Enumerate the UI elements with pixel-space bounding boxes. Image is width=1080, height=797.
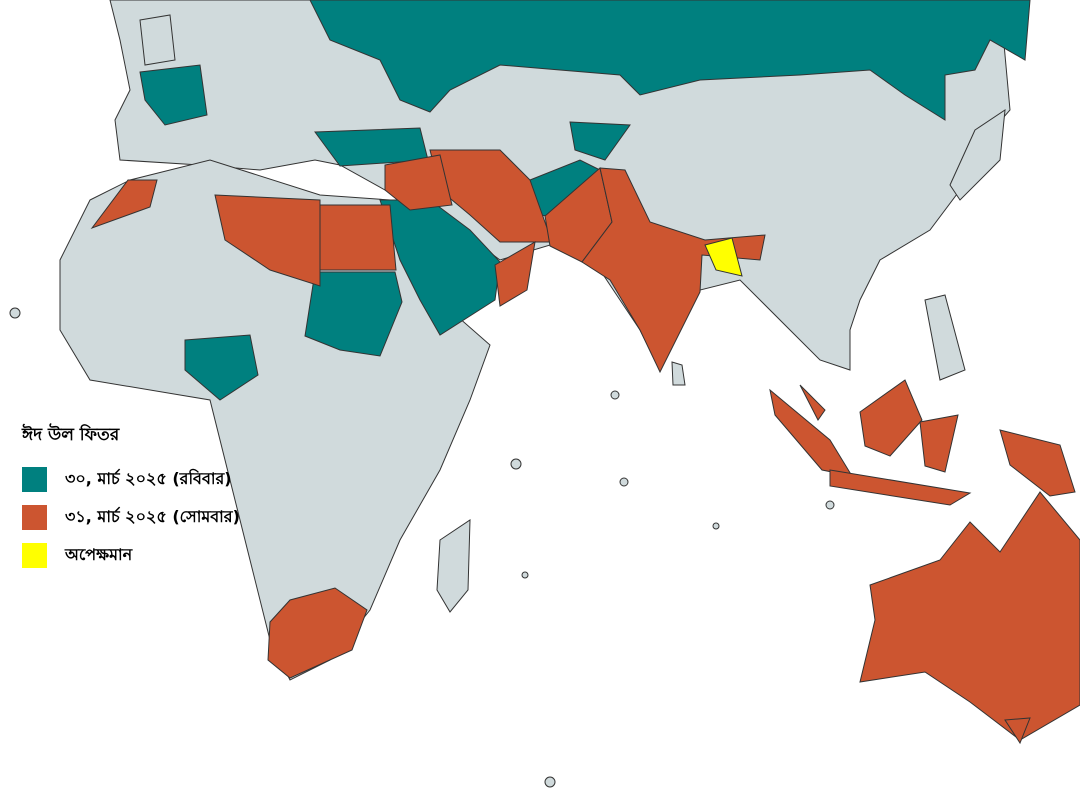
tasmania (1004, 717, 1031, 745)
iraq-syria (384, 154, 453, 211)
islands (9, 307, 835, 788)
island (9, 307, 21, 319)
sri-lanka (671, 361, 686, 386)
legend-label: ৩০, মার্চ ২০২৫ (রবিবার) (65, 468, 232, 488)
russia (309, 0, 1031, 121)
central-asia (569, 121, 631, 161)
libya (214, 194, 321, 287)
nigeria (184, 334, 259, 401)
legend-label: অপেক্ষমান (65, 544, 133, 564)
legend-item-march-30: ৩০, মার্চ ২০২৫ (রবিবার) (22, 460, 240, 498)
island (712, 522, 720, 530)
legend-swatch-orange (22, 504, 47, 530)
france (139, 64, 208, 126)
island (619, 477, 629, 487)
bangladesh (704, 237, 743, 277)
island (610, 390, 620, 400)
south-africa (267, 587, 368, 679)
borneo (859, 379, 923, 457)
island (544, 776, 556, 788)
sulawesi (919, 414, 959, 473)
java (829, 469, 972, 506)
sudan (304, 271, 403, 357)
island (521, 571, 529, 579)
morocco (90, 179, 158, 230)
japan (949, 108, 1006, 201)
legend-label: ৩১, মার্চ ২০২৫ (সোমবার) (65, 506, 240, 526)
egypt (319, 204, 397, 271)
arabia (379, 199, 501, 336)
oman-yemen (494, 241, 536, 307)
legend-title: ঈদ উল ফিতর (22, 425, 120, 445)
legend-item-march-31: ৩১, মার্চ ২০২৫ (সোমবার) (22, 498, 240, 536)
legend-item-pending: অপেক্ষমান (22, 536, 240, 574)
india (581, 167, 766, 374)
malaysia (799, 384, 826, 421)
legend-swatch-teal (22, 466, 47, 492)
orange-countries (90, 149, 1080, 745)
madagascar (436, 519, 471, 613)
island (825, 500, 835, 510)
new-guinea (999, 429, 1076, 497)
philippines (924, 294, 966, 381)
legend-swatch-yellow (22, 542, 47, 568)
australia (859, 491, 1080, 741)
legend: ঈদ উল ফিতর ৩০, মার্চ ২০২৫ (রবিবার) ৩১, ম… (22, 422, 240, 574)
island (510, 458, 522, 470)
teal-countries (139, 0, 1031, 401)
uk (139, 14, 176, 66)
